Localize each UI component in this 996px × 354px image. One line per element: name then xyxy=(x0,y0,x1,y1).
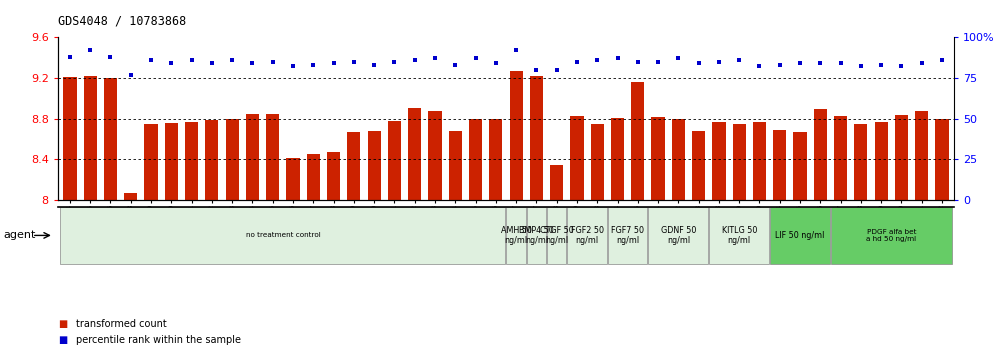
Bar xyxy=(64,77,77,200)
Bar xyxy=(571,115,584,200)
Bar xyxy=(408,108,421,200)
Text: GDS4048 / 10783868: GDS4048 / 10783868 xyxy=(58,14,186,27)
Bar xyxy=(894,115,908,200)
Bar xyxy=(709,207,769,264)
Bar xyxy=(712,122,725,200)
Bar xyxy=(530,76,543,200)
Bar xyxy=(527,207,546,264)
Text: agent: agent xyxy=(3,230,36,240)
Bar xyxy=(84,76,97,200)
Bar xyxy=(671,119,685,200)
Bar xyxy=(753,122,766,200)
Bar xyxy=(164,123,178,200)
Bar xyxy=(246,114,259,200)
Bar xyxy=(144,124,157,200)
Text: GDNF 50
ng/ml: GDNF 50 ng/ml xyxy=(660,226,696,245)
Bar xyxy=(61,207,505,264)
Bar xyxy=(692,131,705,200)
Bar xyxy=(935,119,948,200)
Bar xyxy=(124,193,137,200)
Bar xyxy=(225,119,239,200)
Bar xyxy=(205,120,218,200)
Bar xyxy=(489,119,502,200)
Bar xyxy=(368,131,380,200)
Bar xyxy=(568,207,607,264)
Text: PDGF alfa bet
a hd 50 ng/ml: PDGF alfa bet a hd 50 ng/ml xyxy=(867,229,916,242)
Text: ■: ■ xyxy=(58,319,67,329)
Bar xyxy=(770,207,830,264)
Bar xyxy=(550,165,564,200)
Text: FGF7 50
ng/ml: FGF7 50 ng/ml xyxy=(612,226,644,245)
Bar xyxy=(915,112,928,200)
Text: AMH 50
ng/ml: AMH 50 ng/ml xyxy=(501,226,532,245)
Bar xyxy=(733,124,746,200)
Bar xyxy=(469,119,482,200)
Bar xyxy=(611,118,624,200)
Bar xyxy=(631,82,644,200)
Bar xyxy=(287,158,300,200)
Text: percentile rank within the sample: percentile rank within the sample xyxy=(76,335,241,345)
Bar xyxy=(834,115,848,200)
Bar xyxy=(348,132,361,200)
Bar xyxy=(428,112,441,200)
Bar xyxy=(307,154,320,200)
Text: ■: ■ xyxy=(58,335,67,345)
Text: BMP4 50
ng/ml: BMP4 50 ng/ml xyxy=(519,226,554,245)
Bar xyxy=(648,207,708,264)
Text: FGF2 50
ng/ml: FGF2 50 ng/ml xyxy=(571,226,604,245)
Bar xyxy=(104,78,118,200)
Bar xyxy=(794,132,807,200)
Bar xyxy=(874,122,887,200)
Bar xyxy=(651,116,664,200)
Bar xyxy=(327,152,341,200)
Text: LIF 50 ng/ml: LIF 50 ng/ml xyxy=(775,231,825,240)
Bar xyxy=(773,130,787,200)
Bar xyxy=(507,207,526,264)
Text: CTGF 50
ng/ml: CTGF 50 ng/ml xyxy=(540,226,574,245)
Bar xyxy=(591,124,604,200)
Bar xyxy=(185,122,198,200)
Text: no treatment control: no treatment control xyxy=(245,233,321,238)
Bar xyxy=(831,207,951,264)
Bar xyxy=(855,124,868,200)
Bar xyxy=(608,207,647,264)
Bar xyxy=(814,109,827,200)
Text: KITLG 50
ng/ml: KITLG 50 ng/ml xyxy=(721,226,757,245)
Text: transformed count: transformed count xyxy=(76,319,166,329)
Bar xyxy=(387,121,401,200)
Bar xyxy=(266,114,279,200)
Bar xyxy=(448,131,462,200)
Bar xyxy=(547,207,567,264)
Bar xyxy=(510,71,523,200)
